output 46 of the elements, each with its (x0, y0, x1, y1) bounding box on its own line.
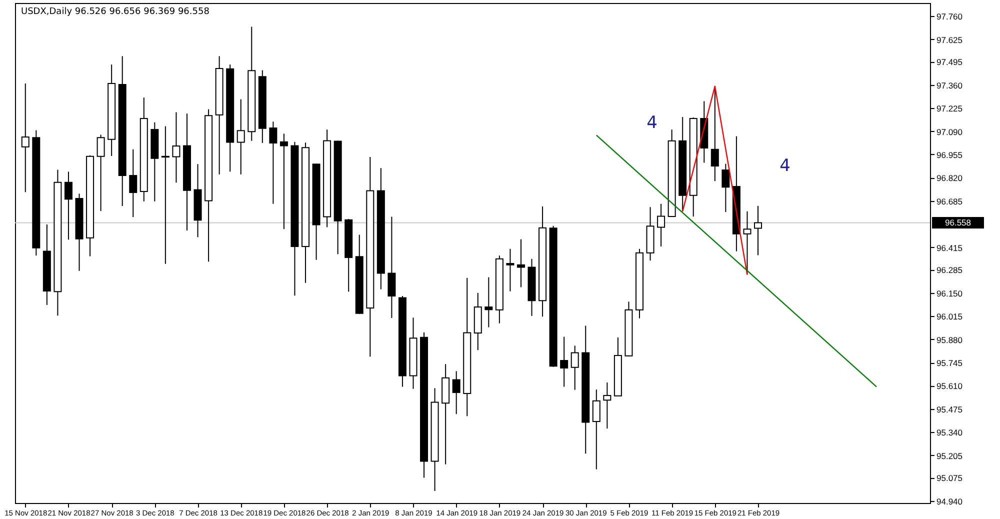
y-tick-label: 94.940 (936, 496, 963, 506)
candlestick (452, 370, 460, 415)
y-tick-label: 97.625 (936, 34, 963, 45)
annotation: 4 (780, 156, 790, 176)
candlestick (161, 126, 170, 264)
candlestick (592, 389, 600, 470)
y-tick-label: 97.495 (936, 57, 963, 68)
candlestick (516, 238, 525, 288)
y-tick-label: 96.285 (936, 265, 963, 276)
y-tick-label: 96.015 (936, 312, 963, 322)
candlestick (506, 248, 514, 292)
y-tick-label: 96.820 (936, 173, 963, 184)
candlestick (236, 98, 245, 175)
y-tick-label: 95.745 (936, 358, 963, 368)
candlestick (484, 276, 493, 328)
candlestick (64, 171, 72, 240)
candlestick (269, 121, 278, 204)
y-tick-label: 96.415 (936, 242, 963, 253)
candlestick (172, 112, 180, 184)
candlestick (388, 216, 396, 318)
y-tick-label: 95.205 (936, 450, 963, 461)
y-tick-label: 96.955 (936, 150, 963, 160)
ref-line-label: 96.558 (945, 218, 972, 228)
y-tick-label: 97.760 (936, 12, 963, 22)
candlestick (603, 382, 612, 430)
candlestick (21, 82, 30, 193)
y-tick-label: 95.075 (936, 473, 963, 484)
candlestick (754, 205, 762, 256)
y-tick-label: 95.340 (936, 428, 963, 438)
candlestick (722, 163, 730, 213)
y-tick-label: 95.880 (936, 334, 963, 345)
annotation: 4 (646, 113, 658, 133)
y-tick-label: 97.090 (936, 126, 963, 137)
candlestick (657, 203, 666, 247)
chart-title: USDX,Daily 96.526 96.656 96.369 96.558 (21, 7, 210, 17)
candlestick (280, 133, 288, 230)
candlestick (560, 336, 568, 388)
y-tick-label: 96.685 (936, 196, 963, 206)
candlestick (96, 134, 105, 212)
y-tick-label: 97.225 (936, 104, 963, 114)
candlestick (129, 148, 138, 218)
y-tick-label: 97.360 (936, 80, 963, 90)
y-tick-label: 95.475 (936, 404, 963, 414)
y-tick-label: 95.610 (936, 381, 963, 392)
candlestick (570, 345, 579, 390)
y-tick-label: 96.150 (936, 288, 963, 298)
